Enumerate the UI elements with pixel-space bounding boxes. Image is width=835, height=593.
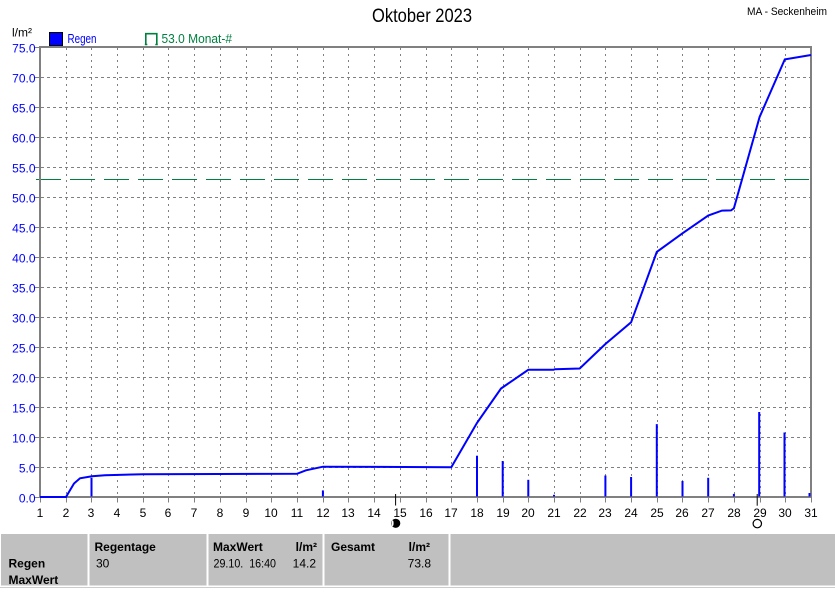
svg-text:15.0: 15.0 — [12, 401, 36, 415]
svg-text:Regen: Regen — [68, 31, 97, 46]
svg-text:23: 23 — [598, 506, 612, 520]
svg-text:5: 5 — [140, 506, 147, 520]
svg-text:27: 27 — [701, 506, 715, 520]
svg-text:11: 11 — [291, 506, 304, 520]
svg-text:13: 13 — [341, 506, 355, 520]
svg-text:45.0: 45.0 — [12, 221, 36, 235]
svg-text:9: 9 — [243, 506, 250, 520]
svg-text:29.10. 16:40: 29.10. 16:40 — [214, 557, 277, 571]
svg-text:35.0: 35.0 — [12, 281, 36, 295]
svg-text:8: 8 — [217, 506, 224, 520]
svg-text:5.0: 5.0 — [19, 461, 36, 475]
svg-text:1: 1 — [37, 506, 44, 520]
svg-text:MaxWert: MaxWert — [213, 540, 263, 554]
svg-text:15: 15 — [393, 506, 407, 520]
svg-text:MA - Seckenheim: MA - Seckenheim — [747, 6, 827, 18]
svg-text:26: 26 — [675, 506, 689, 520]
svg-text:l/m²: l/m² — [296, 540, 317, 554]
svg-text:55.0: 55.0 — [12, 161, 36, 175]
svg-text:14.2: 14.2 — [293, 557, 317, 571]
svg-text:17: 17 — [444, 506, 458, 520]
svg-text:Regentage: Regentage — [95, 540, 157, 554]
svg-text:l/m²: l/m² — [409, 540, 430, 554]
svg-text:22: 22 — [573, 506, 587, 520]
svg-text:0.0: 0.0 — [19, 491, 36, 505]
svg-text:53.0 Monat-#: 53.0 Monat-# — [162, 31, 233, 46]
svg-text:30.0: 30.0 — [12, 311, 36, 325]
svg-text:70.0: 70.0 — [12, 71, 36, 85]
svg-text:Oktober 2023: Oktober 2023 — [372, 6, 472, 27]
svg-text:10: 10 — [264, 506, 278, 520]
svg-text:4: 4 — [114, 506, 121, 520]
svg-text:10.0: 10.0 — [12, 431, 36, 445]
svg-text:12: 12 — [316, 506, 330, 520]
svg-text:MaxWert: MaxWert — [9, 573, 59, 587]
svg-text:50.0: 50.0 — [12, 191, 36, 205]
svg-text:19: 19 — [496, 506, 510, 520]
svg-text:25.0: 25.0 — [12, 341, 36, 355]
svg-text:6: 6 — [165, 506, 172, 520]
svg-text:Gesamt: Gesamt — [331, 540, 375, 554]
svg-text:l/m²: l/m² — [12, 26, 32, 40]
svg-text:3: 3 — [88, 506, 95, 520]
svg-text:73.8: 73.8 — [408, 557, 432, 571]
svg-text:29: 29 — [753, 506, 767, 520]
svg-text:30: 30 — [778, 506, 792, 520]
svg-text:40.0: 40.0 — [12, 251, 36, 265]
svg-text:65.0: 65.0 — [12, 101, 36, 115]
svg-text:25: 25 — [650, 506, 664, 520]
svg-text:31: 31 — [804, 506, 818, 520]
svg-text:20: 20 — [521, 506, 535, 520]
svg-text:60.0: 60.0 — [12, 131, 36, 145]
svg-text:24: 24 — [624, 506, 638, 520]
svg-text:Regen: Regen — [9, 557, 46, 571]
svg-text:16: 16 — [419, 506, 433, 520]
svg-text:7: 7 — [191, 506, 198, 520]
svg-text:28: 28 — [727, 506, 741, 520]
svg-text:14: 14 — [367, 506, 381, 520]
svg-text:20.0: 20.0 — [12, 371, 36, 385]
svg-text:18: 18 — [470, 506, 484, 520]
svg-text:21: 21 — [547, 506, 561, 520]
svg-text:2: 2 — [63, 506, 70, 520]
svg-text:30: 30 — [96, 557, 110, 571]
svg-text:75.0: 75.0 — [12, 41, 36, 55]
